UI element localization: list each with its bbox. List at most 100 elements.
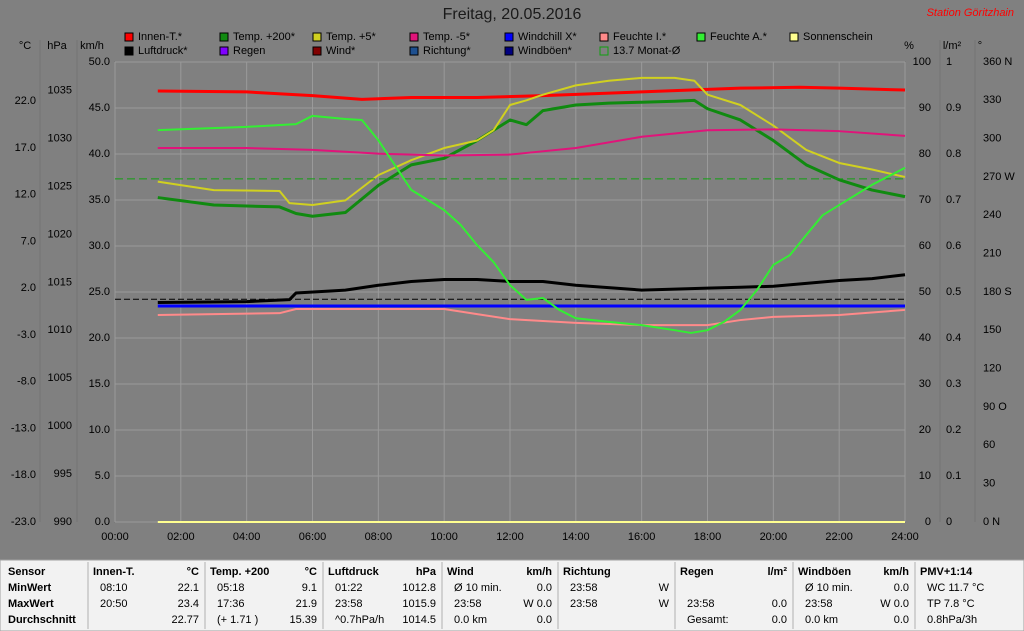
y-tick-label: 180 S: [983, 286, 1012, 298]
y-tick-label: 25.0: [89, 286, 110, 298]
y-tick-label: -18.0: [11, 469, 36, 481]
axis-unit: °: [978, 40, 982, 52]
y-tick-label: 0.7: [946, 194, 961, 206]
group-header: PMV+1:14: [920, 566, 973, 578]
y-tick-label: 1030: [48, 133, 72, 145]
chart-title: Freitag, 20.05.2016: [443, 6, 582, 23]
y-tick-label: 45.0: [89, 102, 110, 114]
cell-label: 23:58: [570, 582, 598, 594]
cell-label: 05:18: [217, 582, 245, 594]
series-line: [157, 128, 906, 157]
cell-label: (+ 1.71 ): [217, 614, 258, 626]
y-tick-label: 0.2: [946, 424, 961, 436]
group-header: Innen-T.: [93, 566, 135, 578]
legend-label: Temp. +5*: [326, 31, 377, 43]
y-tick-label: 30: [983, 478, 995, 490]
legend-swatch: [124, 46, 134, 56]
y-tick-label: -3.0: [17, 329, 36, 341]
group-unit: km/h: [883, 566, 909, 578]
legend-label: Innen-T.*: [138, 31, 183, 43]
y-tick-label: 90: [919, 102, 931, 114]
y-tick-label: 995: [54, 468, 72, 480]
legend-label: Wind*: [326, 45, 356, 57]
y-tick-label: 0.9: [946, 102, 961, 114]
y-tick-label: 60: [919, 240, 931, 252]
legend-label: Windböen*: [518, 45, 573, 57]
y-tick-label: 150: [983, 324, 1001, 336]
cell-value: 22.77: [171, 614, 199, 626]
y-tick-label: 300: [983, 133, 1001, 145]
x-tick-label: 18:00: [694, 531, 722, 543]
y-tick-label: -13.0: [11, 422, 36, 434]
x-tick-label: 24:00: [891, 531, 919, 543]
y-tick-label: 20.0: [89, 332, 110, 344]
group-unit: km/h: [526, 566, 552, 578]
y-tick-label: 0 N: [983, 516, 1000, 528]
cell-value: 0.0: [894, 614, 909, 626]
legend-label: Sonnenschein: [803, 31, 873, 43]
cell-value: W 0.0: [880, 598, 909, 610]
cell-label: 23:58: [805, 598, 833, 610]
cell-value: 1012.8: [402, 582, 436, 594]
series-line: [157, 98, 906, 218]
legend-label: Feuchte A.*: [710, 31, 768, 43]
legend-label: Richtung*: [423, 45, 471, 57]
y-tick-label: 360 N: [983, 56, 1012, 68]
y-tick-label: 30: [919, 378, 931, 390]
series-line: [157, 85, 906, 101]
cell-value: 22.1: [178, 582, 199, 594]
series-line: [157, 76, 906, 207]
cell-label: 17:36: [217, 598, 245, 610]
axis-unit: km/h: [80, 40, 104, 52]
y-tick-label: 50.0: [89, 56, 110, 68]
group-header: Temp. +200: [210, 566, 269, 578]
row-label: Sensor: [8, 566, 46, 578]
y-tick-label: 0.1: [946, 470, 961, 482]
y-tick-label: 1010: [48, 324, 72, 336]
y-tick-label: 70: [919, 194, 931, 206]
y-tick-label: -8.0: [17, 376, 36, 388]
y-tick-label: 240: [983, 209, 1001, 221]
legend-label: Regen: [233, 45, 265, 57]
cell-label: TP 7.8 °C: [927, 598, 975, 610]
cell-value: 0.0: [537, 614, 552, 626]
group-header: Regen: [680, 566, 714, 578]
y-tick-label: 990: [54, 516, 72, 528]
legend-swatch: [312, 46, 322, 56]
group-unit: °C: [305, 566, 317, 578]
y-tick-label: 0: [925, 516, 931, 528]
y-tick-label: 210: [983, 248, 1001, 260]
y-tick-label: 1035: [48, 85, 72, 97]
cell-label: 23:58: [454, 598, 482, 610]
series-line: [157, 273, 906, 305]
legend-swatch: [599, 32, 609, 42]
y-tick-label: 60: [983, 439, 995, 451]
x-tick-label: 20:00: [760, 531, 788, 543]
group-unit: l/m²: [767, 566, 787, 578]
x-tick-label: 14:00: [562, 531, 590, 543]
axis-unit: hPa: [47, 40, 67, 52]
y-tick-label: 50: [919, 286, 931, 298]
group-unit: hPa: [416, 566, 437, 578]
legend-label: Luftdruck*: [138, 45, 188, 57]
y-tick-label: 10.0: [89, 424, 110, 436]
y-tick-label: 2.0: [21, 282, 36, 294]
legend-label: Temp. -5*: [423, 31, 471, 43]
cell-value: 0.0: [772, 614, 787, 626]
axis-unit: l/m²: [943, 40, 962, 52]
y-tick-label: 0.4: [946, 332, 961, 344]
y-tick-label: 22.0: [15, 95, 36, 107]
cell-label: 08:10: [100, 582, 128, 594]
y-tick-label: 1: [946, 56, 952, 68]
y-tick-label: 1015: [48, 276, 72, 288]
group-header: Richtung: [563, 566, 611, 578]
cell-label: ^0.7hPa/h: [335, 614, 384, 626]
x-tick-label: 16:00: [628, 531, 656, 543]
y-tick-label: 0.3: [946, 378, 961, 390]
y-tick-label: 0.0: [95, 516, 110, 528]
legend-swatch: [504, 46, 514, 56]
legend-label: Feuchte I.*: [613, 31, 667, 43]
legend-swatch: [599, 46, 609, 56]
y-tick-label: -23.0: [11, 516, 36, 528]
